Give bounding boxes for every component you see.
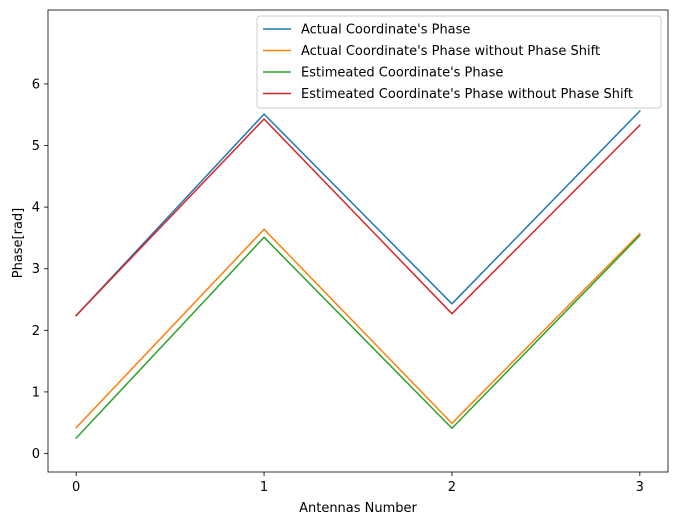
x-tick-label: 1 xyxy=(260,480,268,495)
series-line-2 xyxy=(75,228,641,429)
legend-label-4: Estimeated Coordinate's Phase without Ph… xyxy=(301,87,633,102)
plot-border xyxy=(47,9,669,473)
series-layer xyxy=(75,109,641,440)
legend-box xyxy=(256,15,662,109)
x-tick-label: 0 xyxy=(72,480,80,495)
series-line-3 xyxy=(75,234,641,440)
y-tick-label: 4 xyxy=(32,201,40,216)
y-tick-label: 6 xyxy=(32,77,40,92)
series-line-4 xyxy=(75,118,641,317)
x-axis-label: Antennas Number xyxy=(299,501,417,516)
y-tick-label: 0 xyxy=(32,447,40,462)
legend-label-3: Estimeated Coordinate's Phase xyxy=(301,66,503,81)
x-axis: 0 1 2 3 xyxy=(72,472,644,495)
series-line-1 xyxy=(75,109,641,317)
y-axis-label: Phase[rad] xyxy=(11,208,26,279)
y-tick-label: 2 xyxy=(32,324,40,339)
legend-label-1: Actual Coordinate's Phase xyxy=(301,23,470,38)
y-tick-label: 1 xyxy=(32,385,40,400)
x-tick-label: 2 xyxy=(448,480,456,495)
y-tick-label: 3 xyxy=(32,262,40,277)
y-axis: 0 1 2 3 4 5 6 xyxy=(32,77,48,462)
plot-frame xyxy=(47,9,669,473)
y-tick-label: 5 xyxy=(32,139,40,154)
legend: Actual Coordinate's Phase Actual Coordina… xyxy=(256,15,662,109)
x-tick-label: 3 xyxy=(636,480,644,495)
legend-label-2: Actual Coordinate's Phase without Phase … xyxy=(301,44,600,59)
